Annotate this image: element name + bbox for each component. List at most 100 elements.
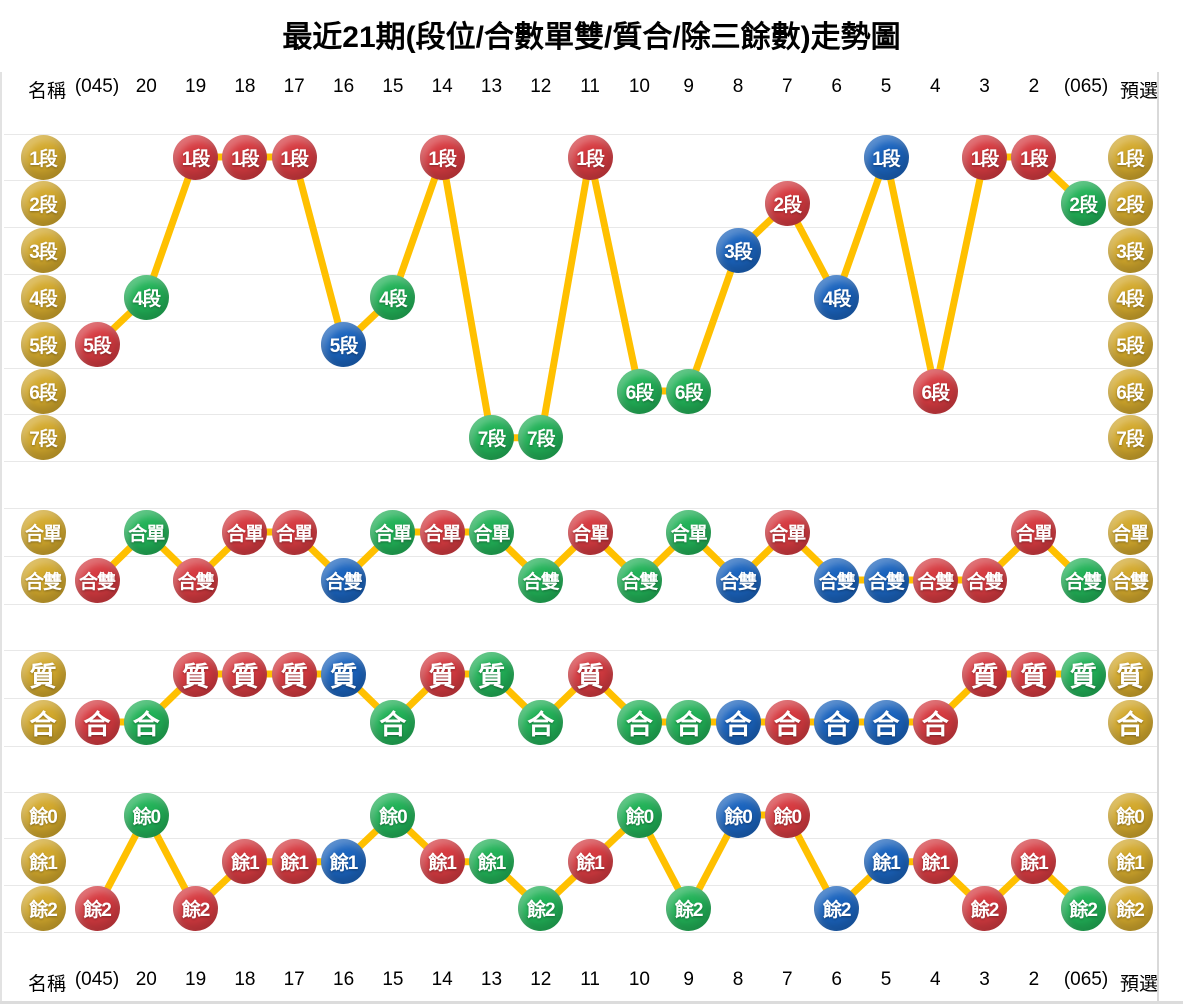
data-ball: 餘0 bbox=[616, 792, 662, 838]
header-period-label: 8 bbox=[732, 76, 744, 97]
row-label-ball-right: 合單 bbox=[1107, 509, 1153, 555]
data-ball: 1段 bbox=[419, 134, 465, 180]
header-period-label: 12 bbox=[530, 76, 552, 97]
data-ball: 合單 bbox=[469, 509, 514, 555]
header-period-label: 20 bbox=[135, 969, 157, 990]
data-ball: 合單 bbox=[123, 509, 169, 555]
table-left-border bbox=[0, 72, 2, 1002]
data-ball: 合雙 bbox=[715, 557, 761, 603]
row-label-ball-right: 4段 bbox=[1107, 274, 1153, 320]
table-bottom-border bbox=[0, 1001, 1183, 1004]
data-ball: 質 bbox=[271, 651, 317, 697]
gridline bbox=[4, 932, 1157, 933]
row-label-ball-right: 7段 bbox=[1107, 415, 1153, 461]
data-ball: 6段 bbox=[912, 368, 958, 414]
header-period-label: 12 bbox=[530, 969, 552, 990]
data-ball: 質 bbox=[419, 651, 465, 697]
data-ball: 1段 bbox=[173, 134, 219, 180]
data-ball: 合單 bbox=[567, 509, 613, 555]
data-ball: 餘2 bbox=[1060, 886, 1106, 932]
row-label-ball-right: 5段 bbox=[1107, 321, 1153, 367]
header-period-label: 17 bbox=[283, 969, 305, 990]
row-label-ball-right: 6段 bbox=[1107, 368, 1153, 414]
row-label-ball-left: 合單 bbox=[20, 509, 66, 555]
data-ball: 質 bbox=[173, 651, 219, 697]
data-ball: 合單 bbox=[764, 509, 810, 555]
header-name-label: 名稱 bbox=[27, 974, 67, 995]
row-label-ball-left: 2段 bbox=[20, 181, 66, 227]
data-ball: 1段 bbox=[863, 134, 909, 180]
header-preselect-label: 預選 bbox=[1119, 974, 1159, 995]
row-label-ball-left: 7段 bbox=[20, 415, 66, 461]
data-ball: 餘1 bbox=[912, 839, 958, 885]
data-ball: 合雙 bbox=[1060, 557, 1106, 603]
header-preselect-label: 預選 bbox=[1119, 81, 1159, 102]
data-ball: 合雙 bbox=[321, 557, 367, 603]
header-period-label: 10 bbox=[628, 969, 650, 990]
data-ball: 合 bbox=[814, 699, 860, 745]
header-period-label: 9 bbox=[683, 76, 694, 97]
data-ball: 餘2 bbox=[173, 886, 219, 932]
data-ball: 餘1 bbox=[1011, 839, 1057, 885]
gridline bbox=[4, 367, 1157, 369]
data-ball: 合雙 bbox=[518, 557, 564, 603]
gridline bbox=[4, 180, 1157, 182]
gridline bbox=[4, 320, 1157, 322]
row-label-ball-left: 餘2 bbox=[20, 886, 66, 932]
data-ball: 合 bbox=[616, 699, 662, 745]
header-name-label: 名稱 bbox=[27, 81, 67, 102]
data-ball: 質 bbox=[567, 651, 613, 697]
row-label-ball-right: 餘0 bbox=[1107, 792, 1153, 838]
header-period-label: 14 bbox=[431, 76, 453, 97]
data-ball: 質 bbox=[321, 651, 367, 697]
header-period-label: 20 bbox=[135, 76, 157, 97]
row-label-ball-left: 質 bbox=[20, 651, 66, 697]
row-label-ball-right: 質 bbox=[1107, 651, 1153, 697]
header-period-label: 18 bbox=[234, 76, 256, 97]
row-label-ball-right: 餘2 bbox=[1107, 886, 1153, 932]
row-label-ball-left: 合 bbox=[20, 699, 66, 745]
gridline bbox=[4, 508, 1157, 509]
table-right-border bbox=[1157, 72, 1159, 1002]
data-ball: 6段 bbox=[616, 368, 662, 414]
header-period-label: 13 bbox=[480, 76, 503, 97]
header-period-label: 13 bbox=[480, 969, 503, 990]
row-label-ball-right: 3段 bbox=[1107, 228, 1153, 274]
data-ball: 合單 bbox=[222, 509, 268, 555]
data-ball: 3段 bbox=[715, 228, 761, 274]
header-period-label: 4 bbox=[930, 969, 941, 990]
data-ball: 6段 bbox=[666, 368, 712, 414]
data-ball: 合單 bbox=[666, 509, 712, 555]
data-ball: 餘0 bbox=[715, 792, 761, 838]
data-ball: 餘1 bbox=[321, 839, 367, 885]
data-ball: 合雙 bbox=[863, 557, 909, 603]
data-ball: 餘2 bbox=[518, 886, 564, 932]
data-ball: 5段 bbox=[321, 321, 367, 367]
header-period-label: 15 bbox=[382, 969, 404, 990]
header-period-label: (045) bbox=[74, 76, 120, 97]
data-ball: 合雙 bbox=[74, 557, 120, 603]
header-period-label: 8 bbox=[732, 969, 744, 990]
data-ball: 4段 bbox=[370, 274, 416, 320]
data-ball: 合雙 bbox=[912, 557, 958, 603]
period-header-top: 名稱 (045) 20 19 18 17 16 15 14 13 12 11 10 9 8 7 6 5 4 3 2 (06… bbox=[0, 76, 1183, 102]
data-ball: 7段 bbox=[518, 415, 564, 461]
header-period-label: 9 bbox=[683, 969, 694, 990]
data-ball: 合雙 bbox=[962, 557, 1008, 603]
row-label-ball-left: 餘1 bbox=[20, 839, 66, 885]
data-ball: 餘2 bbox=[814, 886, 860, 932]
row-label-ball-right: 合雙 bbox=[1107, 557, 1153, 603]
data-ball: 合 bbox=[370, 699, 416, 745]
data-ball: 5段 bbox=[74, 321, 120, 367]
data-ball: 合 bbox=[764, 699, 810, 745]
header-period-label: (045) bbox=[74, 969, 120, 990]
gridline bbox=[4, 274, 1157, 275]
header-period-label: 19 bbox=[185, 969, 207, 990]
data-ball: 餘2 bbox=[962, 886, 1008, 932]
data-ball: 1段 bbox=[962, 134, 1008, 180]
data-ball: 餘0 bbox=[764, 792, 810, 838]
data-ball: 合 bbox=[912, 699, 958, 745]
header-period-label: 2 bbox=[1028, 76, 1040, 97]
data-ball: 餘0 bbox=[123, 792, 169, 838]
